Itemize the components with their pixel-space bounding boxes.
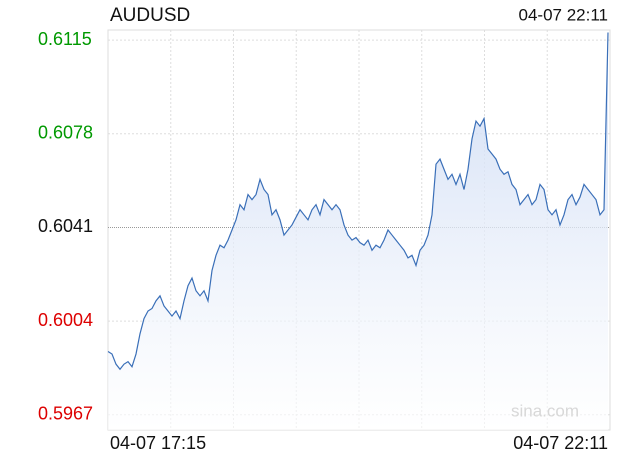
y-tick-label: 0.5967 bbox=[38, 404, 93, 424]
y-tick-label: 0.6041 bbox=[38, 216, 93, 236]
y-tick-label: 0.6078 bbox=[38, 123, 93, 143]
timestamp: 04-07 22:11 bbox=[519, 5, 608, 24]
x-tick-label: 04-07 17:15 bbox=[110, 433, 206, 453]
area bbox=[108, 32, 608, 430]
y-tick-label: 0.6004 bbox=[38, 310, 93, 330]
y-tick-label: 0.6115 bbox=[38, 29, 92, 49]
x-tick-label: 04-07 22:11 bbox=[513, 433, 608, 453]
line bbox=[107, 32, 609, 371]
chart-title: AUDUSD bbox=[110, 5, 190, 26]
watermark: sina.com bbox=[511, 401, 579, 420]
